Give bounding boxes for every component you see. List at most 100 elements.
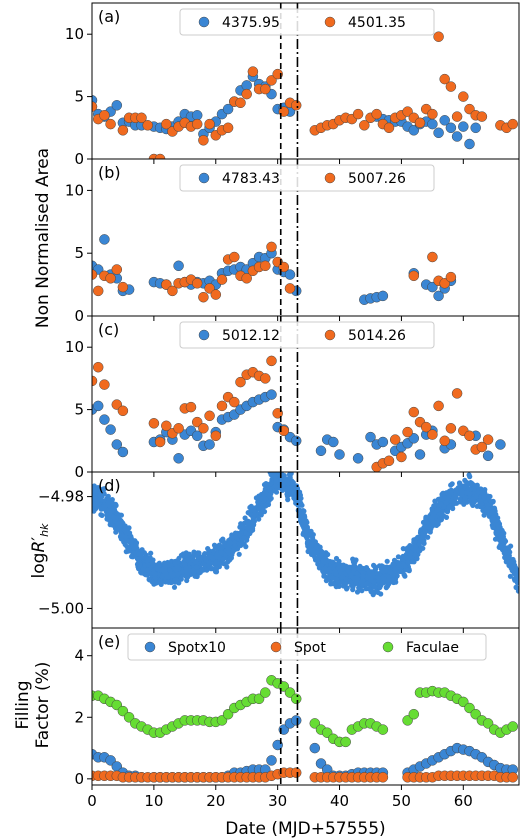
x-tick-label: 10 [144,792,163,810]
y-tick-label: −5.00 [38,599,84,617]
data-point [334,576,340,582]
data-point [126,546,132,552]
data-point [392,566,398,573]
data-point [458,121,469,132]
x-tick-label: 20 [206,792,225,810]
data-point [427,251,438,263]
data-point [220,556,226,562]
data-point [230,549,236,555]
data-point [209,554,215,560]
data-point [128,538,134,545]
plot-area [92,466,519,598]
data-point [458,91,469,102]
y-tick-label: 4 [74,647,84,665]
legend-label: Faculae [406,640,459,656]
data-point [212,560,218,566]
legend-label: 4375.95 [222,15,280,31]
data-point [412,551,418,558]
data-point [159,573,165,579]
data-point [266,755,277,766]
data-point [430,511,437,518]
data-point [370,571,376,577]
data-point [400,557,406,563]
data-point [483,507,489,513]
data-point [161,118,172,130]
data-point [451,111,463,122]
data-point [422,524,429,530]
data-point [507,573,513,579]
data-point [260,83,271,95]
y-tick-label: 10 [65,338,84,356]
data-point [117,523,123,529]
plot-area [92,234,457,305]
data-point [433,290,444,302]
data-point [447,489,453,495]
data-point [241,535,247,541]
data-point [145,562,151,568]
data-point [161,420,172,432]
data-point [97,496,104,502]
data-point [433,400,444,412]
legend-marker [198,16,210,28]
data-point [92,101,98,112]
y-tick-label: 0 [74,463,84,481]
data-point [221,561,227,567]
data-point [507,721,519,732]
data-point [222,122,234,134]
plot-area [92,355,506,472]
data-point [389,434,401,445]
data-point [175,571,181,577]
data-point [240,540,246,546]
data-point [366,586,372,592]
data-point [413,536,419,542]
data-point [350,584,356,590]
data-point [107,508,113,514]
data-point [191,430,203,442]
data-point [328,436,339,448]
data-point [241,88,252,100]
data-point [472,484,478,490]
data-point [352,453,364,464]
data-point [515,588,519,594]
data-point [191,278,203,289]
data-point [342,581,348,587]
legend-label: 5012.12 [222,328,280,344]
data-point [335,565,342,571]
data-point [191,110,203,121]
data-point [202,555,208,561]
data-point [183,568,189,574]
data-point [92,508,97,514]
data-point [492,517,498,523]
data-point [216,554,222,560]
data-point [284,479,290,485]
y-tick-label: −4.98 [38,488,84,506]
data-point [384,558,390,564]
data-point [413,544,419,550]
data-point [352,108,364,120]
data-point [167,567,173,573]
data-point [284,269,296,280]
data-point [162,563,168,570]
data-point [402,426,413,438]
data-point [216,274,228,285]
legend: 4783.43 5007.26 [179,164,435,192]
data-point [185,551,191,558]
data-point [423,514,429,520]
data-point [445,423,457,434]
data-point [301,513,307,519]
legend-marker [198,329,210,341]
data-point [252,511,258,517]
data-point [287,485,293,491]
data-point [479,501,485,507]
data-point [92,375,98,387]
data-point [245,520,251,526]
data-point [439,115,450,126]
y-tick-label: 5 [74,88,84,106]
data-point [391,562,397,568]
data-point [94,500,100,506]
data-point [482,434,494,445]
data-point [274,466,279,471]
data-point [314,558,321,564]
data-point [222,103,234,115]
data-point [423,519,429,525]
